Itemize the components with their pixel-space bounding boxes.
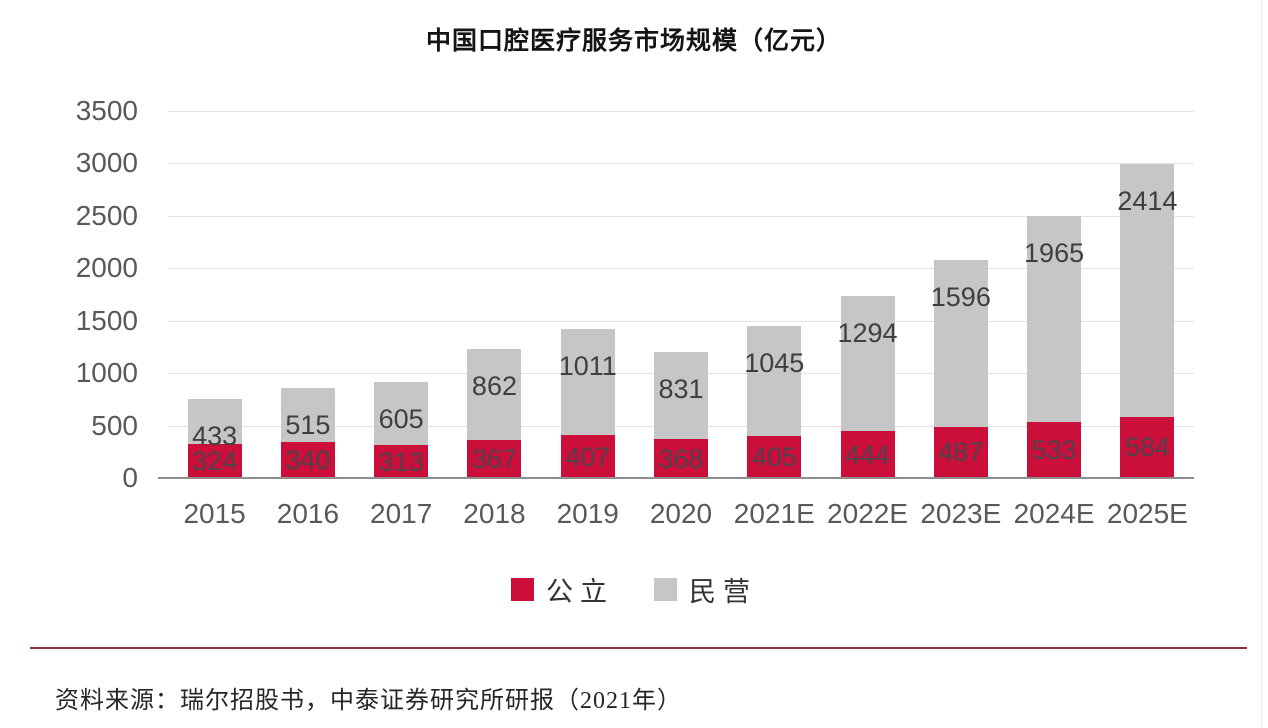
bar-label-public: 405 (751, 441, 797, 472)
gridline (168, 111, 1194, 112)
y-tick-label: 1500 (75, 304, 138, 336)
x-tick-label: 2024E (1013, 498, 1095, 529)
bar-label-public: 487 (938, 437, 984, 468)
x-tick-label: 2016 (276, 498, 340, 529)
x-tick-label: 2019 (556, 498, 619, 529)
x-tick-label: 2017 (370, 498, 433, 529)
y-tick-label: 2500 (75, 199, 138, 231)
gridline (168, 215, 1194, 217)
bar-label-public: 313 (378, 446, 424, 477)
bar-label-public: 340 (285, 445, 331, 476)
bar-segment-private (187, 398, 242, 444)
bar-segment-private (374, 381, 429, 446)
x-tick-label: 2018 (463, 498, 526, 529)
bar-segment-public (467, 439, 522, 478)
source-note: 资料来源：瑞尔招股书，中泰证券研究所研报（2021年） (55, 688, 682, 714)
bar-segment-public (560, 435, 615, 478)
bar-label-public: 584 (1124, 432, 1170, 463)
legend-swatch (654, 578, 677, 601)
bar-label-private: 433 (192, 420, 238, 451)
bar-label-private: 515 (285, 410, 331, 441)
bar-label-public: 324 (192, 446, 238, 476)
bar-segment-private (280, 388, 335, 443)
legend-swatch (511, 578, 534, 601)
bar-segment-private (560, 329, 615, 436)
bar-segment-private (1120, 163, 1175, 417)
bar-segment-public (840, 431, 895, 478)
bar-segment-private (933, 259, 988, 427)
x-tick-label: 2022E (827, 498, 909, 529)
x-tick-label: 2020 (649, 498, 713, 529)
y-tick-label: 3000 (75, 147, 138, 179)
chart-legend: 公立 民营 (0, 570, 1268, 609)
bar-label-private: 1294 (837, 317, 898, 348)
x-axis-baseline (158, 477, 1194, 479)
bar-label-private: 2414 (1117, 185, 1178, 216)
legend-label: 公立 (546, 577, 614, 607)
legend-item-public: 公立 (511, 570, 614, 609)
x-tick-label: 2015 (183, 498, 246, 529)
x-tick-label: 2023E (920, 498, 1002, 529)
bar-label-public: 533 (1031, 435, 1077, 466)
bar-label-public: 368 (658, 443, 704, 474)
x-tick-label: 2021E (733, 498, 815, 529)
bar-segment-private (840, 295, 895, 432)
bar-segment-private (654, 352, 708, 440)
bar-segment-public (280, 442, 335, 478)
gridline (168, 268, 1194, 270)
plot-area: 433 324 515 340 605 313 862 367 1011 407 831 368 104… (158, 111, 1194, 479)
page-edge-line (1261, 0, 1262, 728)
bar-label-private: 831 (658, 374, 704, 405)
bar-segment-private (467, 349, 522, 440)
bar-segment-public (933, 426, 988, 478)
legend-item-private: 民营 (654, 570, 757, 609)
y-tick-label: 500 (91, 409, 138, 441)
bar-segment-public (747, 435, 802, 478)
gridline (168, 163, 1194, 165)
bar-segment-public (654, 439, 708, 478)
bar-label-private: 1965 (1024, 238, 1085, 269)
bar-label-private: 862 (471, 371, 517, 402)
bar-segment-private (1027, 216, 1082, 423)
y-tick-label: 2000 (75, 252, 138, 284)
bar-label-private: 1045 (744, 347, 805, 378)
bar-label-private: 1596 (930, 281, 991, 312)
bar-label-public: 444 (845, 439, 891, 470)
divider-line (30, 647, 1247, 649)
bar-segment-public (374, 445, 429, 478)
y-tick-label: 3500 (75, 95, 138, 126)
x-tick-label: 2025E (1106, 498, 1188, 529)
bar-label-private: 1011 (558, 351, 617, 382)
y-tick-label: 0 (122, 462, 138, 493)
gridline (168, 320, 1194, 322)
page-title: 中国口腔医疗服务市场规模（亿元） (425, 27, 842, 55)
bar-segment-public (1120, 416, 1175, 478)
bar-segment-public (1027, 422, 1082, 478)
bar-label-private: 605 (378, 403, 424, 434)
bar-label-public: 367 (471, 443, 517, 474)
legend-label: 民营 (689, 577, 757, 607)
bar-label-public: 407 (565, 441, 611, 472)
bar-segment-private (747, 325, 802, 436)
bar-segment-public (187, 444, 242, 478)
y-tick-label: 1000 (75, 357, 138, 389)
